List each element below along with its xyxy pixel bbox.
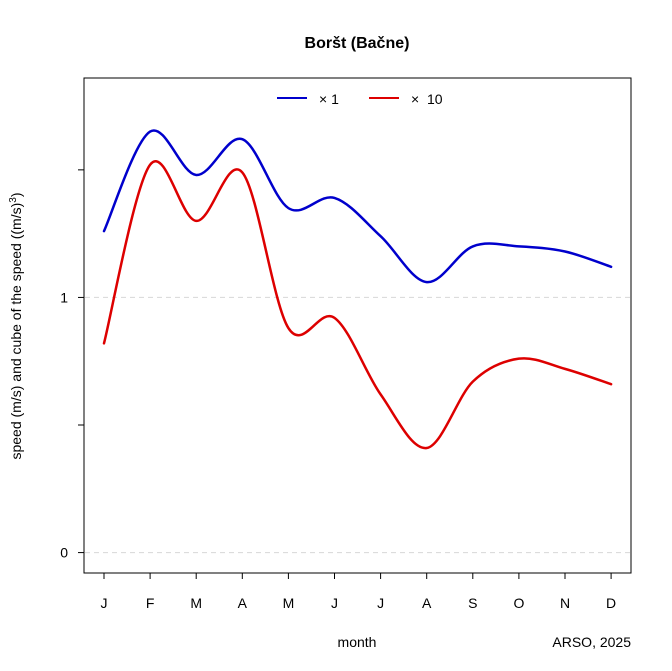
x-tick-label: J: [101, 595, 108, 611]
x-tick-label: A: [238, 595, 248, 611]
legend-label-series-1: × 1: [319, 91, 339, 107]
y-axis-label-main: speed (m/s) and cube of the speed ((m/s): [8, 203, 24, 460]
x-tick-label: O: [513, 595, 524, 611]
y-axis-label-end: ): [8, 192, 24, 197]
legend: × 1 × 10: [277, 91, 443, 107]
y-tick-label: 1: [60, 289, 68, 305]
x-tick-label: M: [190, 595, 202, 611]
x-axis-label: month: [338, 634, 377, 650]
y-axis: 01: [60, 169, 84, 561]
series-layer: [102, 129, 613, 450]
credit-label: ARSO, 2025: [552, 634, 631, 650]
x-tick-label: A: [422, 595, 432, 611]
plot-frame: [83, 77, 632, 574]
grid-layer: [85, 296, 630, 554]
x-tick-label: D: [606, 595, 616, 611]
legend-label-series-2: × 10: [411, 91, 443, 107]
x-tick-label: S: [468, 595, 477, 611]
y-axis-label-superscript: 3: [8, 197, 19, 203]
y-tick-label: 0: [60, 545, 68, 561]
series-line-2: [102, 160, 613, 450]
series-line-1: [102, 129, 613, 284]
x-tick-label: F: [146, 595, 155, 611]
x-tick-label: J: [377, 595, 384, 611]
x-tick-label: J: [331, 595, 338, 611]
x-tick-label: M: [283, 595, 295, 611]
y-axis-label: speed (m/s) and cube of the speed ((m/s)…: [8, 192, 24, 459]
chart-title: Boršt (Bačne): [305, 35, 410, 52]
x-tick-label: N: [560, 595, 570, 611]
